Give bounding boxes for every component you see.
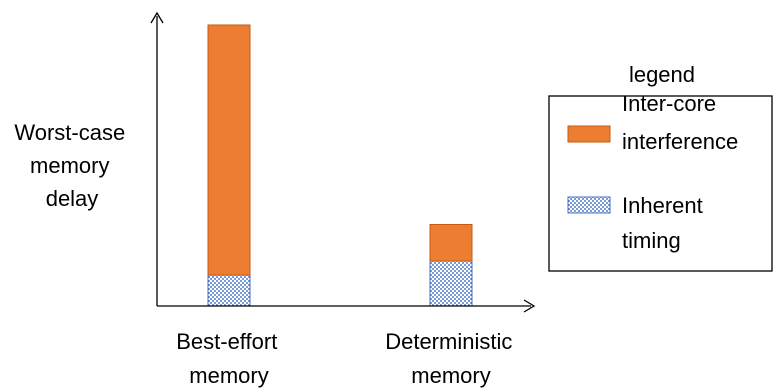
bars-group: [207, 24, 473, 307]
bar-inter-core-interference-deterministic-memory: [429, 224, 473, 262]
bar-inter-core-interference-best-effort-memory: [207, 24, 251, 276]
x-tick-label-line: Deterministic: [385, 329, 512, 354]
legend-label-inter-core: Inter-core interference: [622, 91, 738, 154]
legend-label-line: timing: [622, 228, 681, 253]
legend-label-line: interference: [622, 129, 738, 154]
bar-inherent-timing-deterministic-memory: [429, 260, 473, 307]
legend-label-line: Inherent: [622, 193, 703, 218]
legend-swatch-inter-core: [567, 125, 611, 143]
legend-label-line: Inter-core: [622, 91, 716, 116]
y-axis-label-line: delay: [46, 186, 99, 211]
x-tick-label-line: memory: [189, 363, 268, 388]
bar-inherent-timing-best-effort-memory: [207, 274, 251, 307]
x-tick-label: Deterministic memory: [385, 329, 517, 388]
x-tick-label-line: memory: [411, 363, 490, 388]
legend-title: legend: [629, 62, 695, 87]
legend-swatch-inherent: [567, 196, 611, 214]
x-axis-arrow: [523, 299, 536, 313]
y-axis-arrow: [150, 11, 164, 24]
y-axis-label: Worst-case memory delay: [14, 120, 129, 211]
y-axis-label-line: memory: [30, 153, 109, 178]
x-tick-label-line: Best-effort: [176, 329, 277, 354]
legend-box: [548, 95, 773, 272]
x-tick-label: Best-effort memory: [176, 329, 282, 388]
y-axis-label-line: Worst-case: [14, 120, 125, 145]
legend-label-inherent: Inherent timing: [622, 193, 707, 253]
